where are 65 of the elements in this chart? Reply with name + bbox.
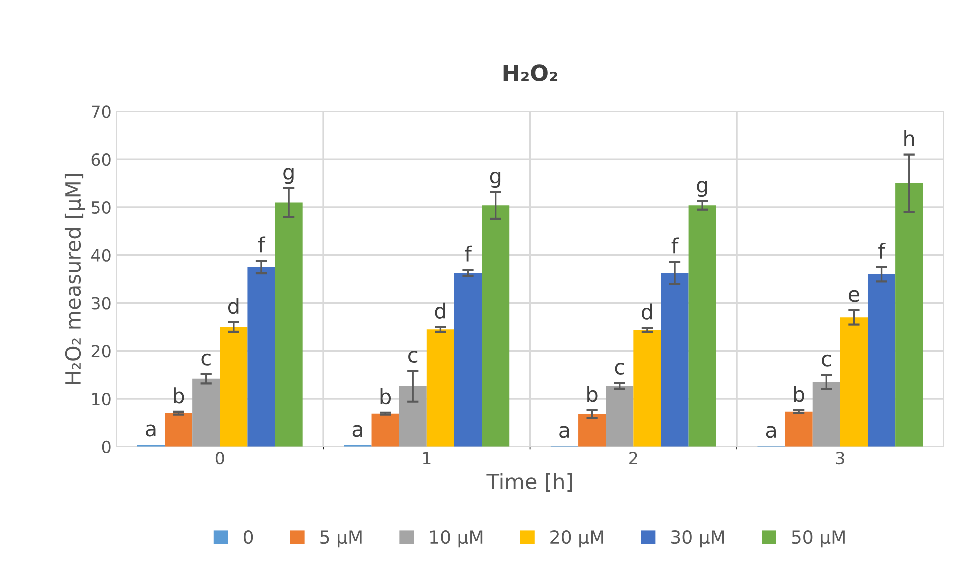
y-tick-label: 0	[102, 440, 111, 454]
data-label: a	[352, 425, 362, 438]
data-label: g	[697, 181, 708, 198]
data-label: f	[258, 236, 266, 253]
legend-label: 0	[244, 530, 254, 544]
data-label: b	[588, 386, 598, 402]
data-label: a	[560, 426, 570, 438]
bar	[688, 206, 716, 447]
y-tick-label: 10	[92, 392, 111, 406]
data-label: d	[642, 304, 652, 320]
bar	[482, 206, 510, 447]
bar	[426, 330, 454, 447]
bar	[896, 184, 924, 447]
y-tick-label: 20	[92, 345, 111, 358]
bar	[606, 386, 634, 447]
y-tick-label: 60	[92, 154, 111, 166]
data-label: c	[822, 354, 832, 367]
data-label: b	[174, 388, 184, 404]
data-label: c	[615, 363, 624, 375]
data-label: a	[766, 426, 776, 438]
bar	[840, 318, 868, 447]
bar	[634, 330, 662, 447]
y-tick-label: 70	[92, 106, 111, 118]
data-label: h	[904, 130, 914, 146]
x-axis-title: Time [h]	[486, 473, 572, 492]
data-label: b	[794, 386, 805, 402]
legend-label: 10 µM	[430, 530, 483, 548]
bar	[192, 378, 220, 447]
data-label: d	[435, 302, 446, 319]
bar	[454, 273, 482, 447]
data-label: a	[146, 424, 156, 437]
data-label: f	[672, 238, 680, 254]
data-label: g	[490, 172, 501, 188]
bar	[275, 202, 303, 447]
x-tick-label: 3	[836, 452, 844, 465]
bar	[578, 414, 606, 447]
bar	[220, 327, 248, 447]
x-tick-label: 1	[423, 452, 431, 464]
bar	[399, 386, 427, 447]
legend-label: 50 µM	[792, 530, 845, 548]
data-label: g	[284, 168, 294, 184]
data-label: c	[202, 354, 211, 366]
x-tick-label: 2	[630, 452, 638, 464]
bar	[248, 267, 276, 447]
data-label: f	[878, 243, 886, 259]
y-axis-title: H₂O₂ measured [µM]	[64, 174, 86, 384]
bar	[165, 413, 193, 447]
data-label: c	[408, 351, 418, 364]
data-label: e	[848, 290, 860, 302]
data-label: b	[380, 388, 392, 405]
y-tick-label: 30	[92, 297, 111, 310]
y-tick-label: 50	[92, 201, 111, 214]
bar	[868, 274, 896, 447]
x-tick-label: 0	[216, 452, 224, 465]
bar	[661, 273, 689, 447]
bar	[812, 382, 840, 447]
bar	[372, 414, 400, 447]
data-label: d	[228, 298, 239, 314]
legend-label: 5 µM	[320, 530, 362, 548]
legend-label: 30 µM	[671, 530, 724, 548]
chart-title: H₂O₂	[504, 64, 558, 82]
y-tick-label: 40	[92, 249, 111, 262]
legend-label: 20 µM	[550, 530, 604, 548]
data-label: f	[465, 246, 472, 262]
bar	[785, 412, 813, 447]
